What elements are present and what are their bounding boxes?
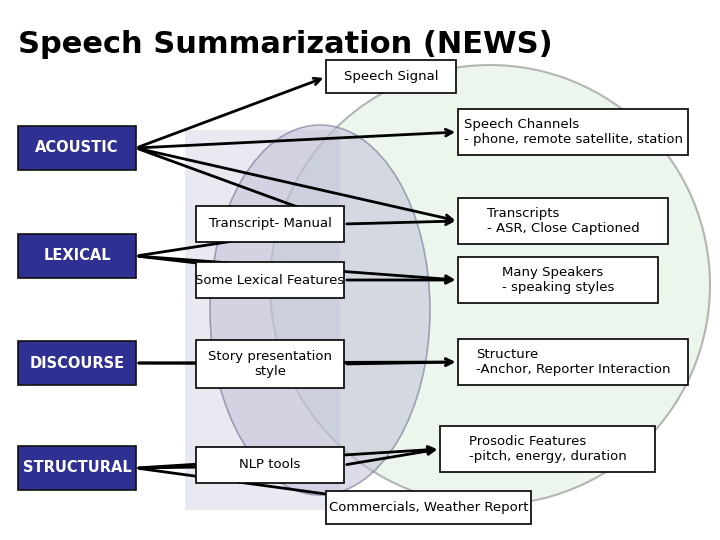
FancyBboxPatch shape [326,491,531,524]
Ellipse shape [210,125,430,495]
FancyBboxPatch shape [326,60,456,93]
Text: DISCOURSE: DISCOURSE [30,355,125,370]
FancyBboxPatch shape [458,198,668,244]
FancyBboxPatch shape [196,447,344,483]
FancyBboxPatch shape [458,257,658,303]
Text: ACOUSTIC: ACOUSTIC [35,140,119,156]
Text: Transcript- Manual: Transcript- Manual [209,218,331,231]
Text: NLP tools: NLP tools [239,458,301,471]
Text: STRUCTURAL: STRUCTURAL [22,461,131,476]
FancyBboxPatch shape [18,126,136,170]
FancyBboxPatch shape [458,339,688,385]
Text: Story presentation
style: Story presentation style [208,350,332,378]
Ellipse shape [270,65,710,505]
Text: Prosodic Features
-pitch, energy, duration: Prosodic Features -pitch, energy, durati… [469,435,626,463]
FancyBboxPatch shape [18,341,136,385]
FancyBboxPatch shape [458,109,688,155]
Text: Speech Channels
- phone, remote satellite, station: Speech Channels - phone, remote satellit… [464,118,683,146]
Text: Speech Signal: Speech Signal [343,70,438,83]
FancyBboxPatch shape [18,234,136,278]
Text: Transcripts
- ASR, Close Captioned: Transcripts - ASR, Close Captioned [487,207,639,235]
FancyBboxPatch shape [196,262,344,298]
Text: Speech Summarization (NEWS): Speech Summarization (NEWS) [18,30,553,59]
Text: Some Lexical Features: Some Lexical Features [195,273,345,287]
FancyBboxPatch shape [196,206,344,242]
FancyBboxPatch shape [18,446,136,490]
Text: Structure
-Anchor, Reporter Interaction: Structure -Anchor, Reporter Interaction [476,348,670,376]
Text: Commercials, Weather Report: Commercials, Weather Report [329,501,528,514]
Text: Many Speakers
- speaking styles: Many Speakers - speaking styles [502,266,614,294]
Text: LEXICAL: LEXICAL [43,248,111,264]
Bar [185,130,340,510]
FancyBboxPatch shape [196,340,344,388]
FancyBboxPatch shape [440,426,655,472]
